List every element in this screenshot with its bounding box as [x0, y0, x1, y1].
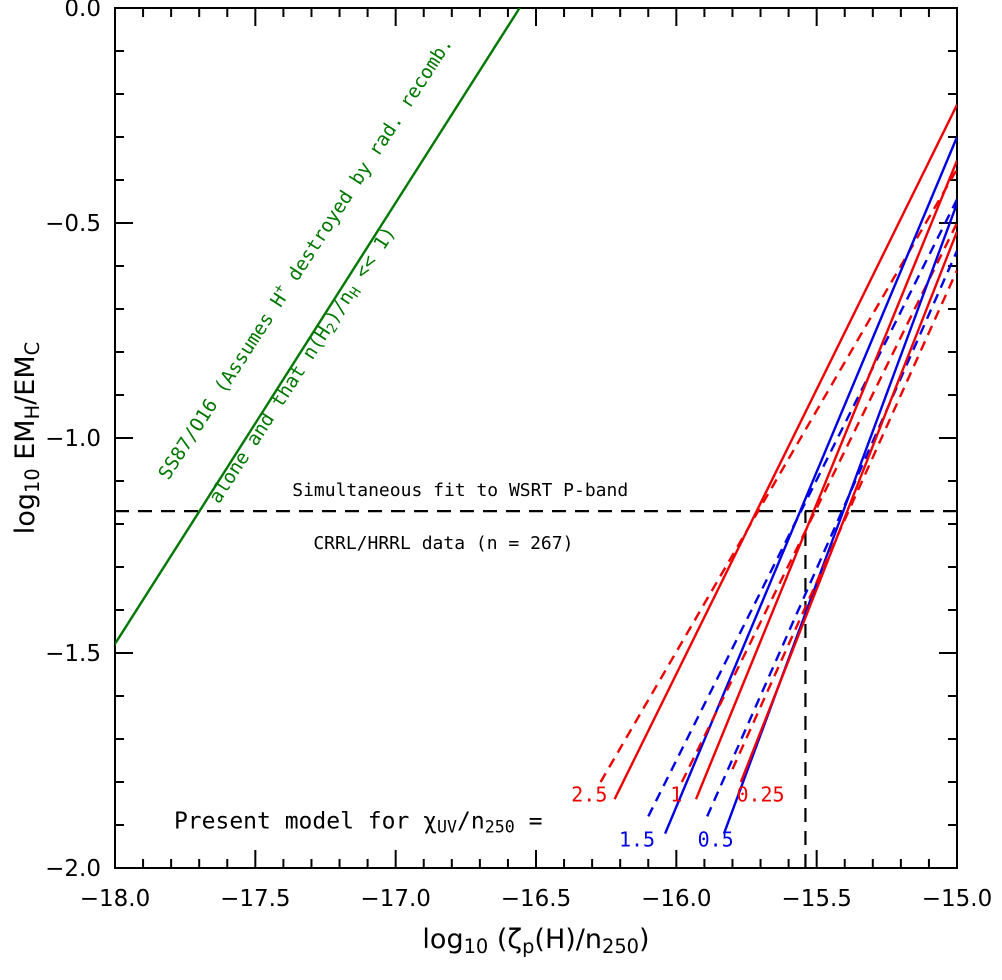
- y-axis-title: log10 EMH/EMC: [10, 342, 44, 534]
- chi-0.25-label: 0.25: [736, 782, 784, 806]
- series-model-2.5-dashed: [599, 168, 957, 783]
- x-tick-label: −18.0: [80, 886, 150, 912]
- chi-1.5-label: 1.5: [619, 828, 655, 852]
- x-tick-label: −15.0: [922, 886, 992, 912]
- x-tick-label: −15.5: [781, 886, 851, 912]
- chi-1-label: 1: [670, 782, 682, 806]
- present-model-label: Present model for χUV/n250 =: [174, 808, 542, 836]
- series-model-1.5-dashed: [647, 198, 957, 817]
- ss87-label-line1: SS87/O16 (Assumes H+ destroyed by rad. r…: [152, 31, 458, 483]
- chi-2.5-label: 2.5: [571, 782, 607, 806]
- series-model-0.25-solid: [739, 231, 957, 783]
- y-tick-label: −1.0: [45, 426, 101, 452]
- y-tick-label: 0.0: [64, 0, 101, 22]
- series-model-0.25-dashed: [731, 269, 957, 770]
- series-ss87-o16-line: [115, 8, 522, 647]
- series-group: [115, 8, 957, 835]
- x-tick-label: −17.5: [220, 886, 290, 912]
- chi-0.5-label: 0.5: [698, 828, 734, 852]
- fit-label-line2: CRRL/HRRL data (n = 267): [313, 533, 573, 554]
- series-model-2.5-solid: [613, 104, 957, 800]
- axes-ticks: [114, 7, 958, 869]
- x-tick-label: −17.0: [360, 886, 430, 912]
- x-tick-label: −16.0: [641, 886, 711, 912]
- series-model-0.5-dashed: [706, 250, 957, 817]
- y-tick-label: −0.5: [45, 211, 101, 237]
- x-tick-label: −16.5: [501, 886, 571, 912]
- x-axis-title: log10 (ζp(H)/n250): [422, 924, 649, 958]
- y-tick-label: −2.0: [45, 856, 101, 882]
- fit-label-line1: Simultaneous fit to WSRT P-band: [292, 480, 628, 501]
- series-model-1-solid: [694, 160, 957, 800]
- series-model-1-dashed: [680, 222, 957, 783]
- y-tick-label: −1.5: [45, 641, 101, 667]
